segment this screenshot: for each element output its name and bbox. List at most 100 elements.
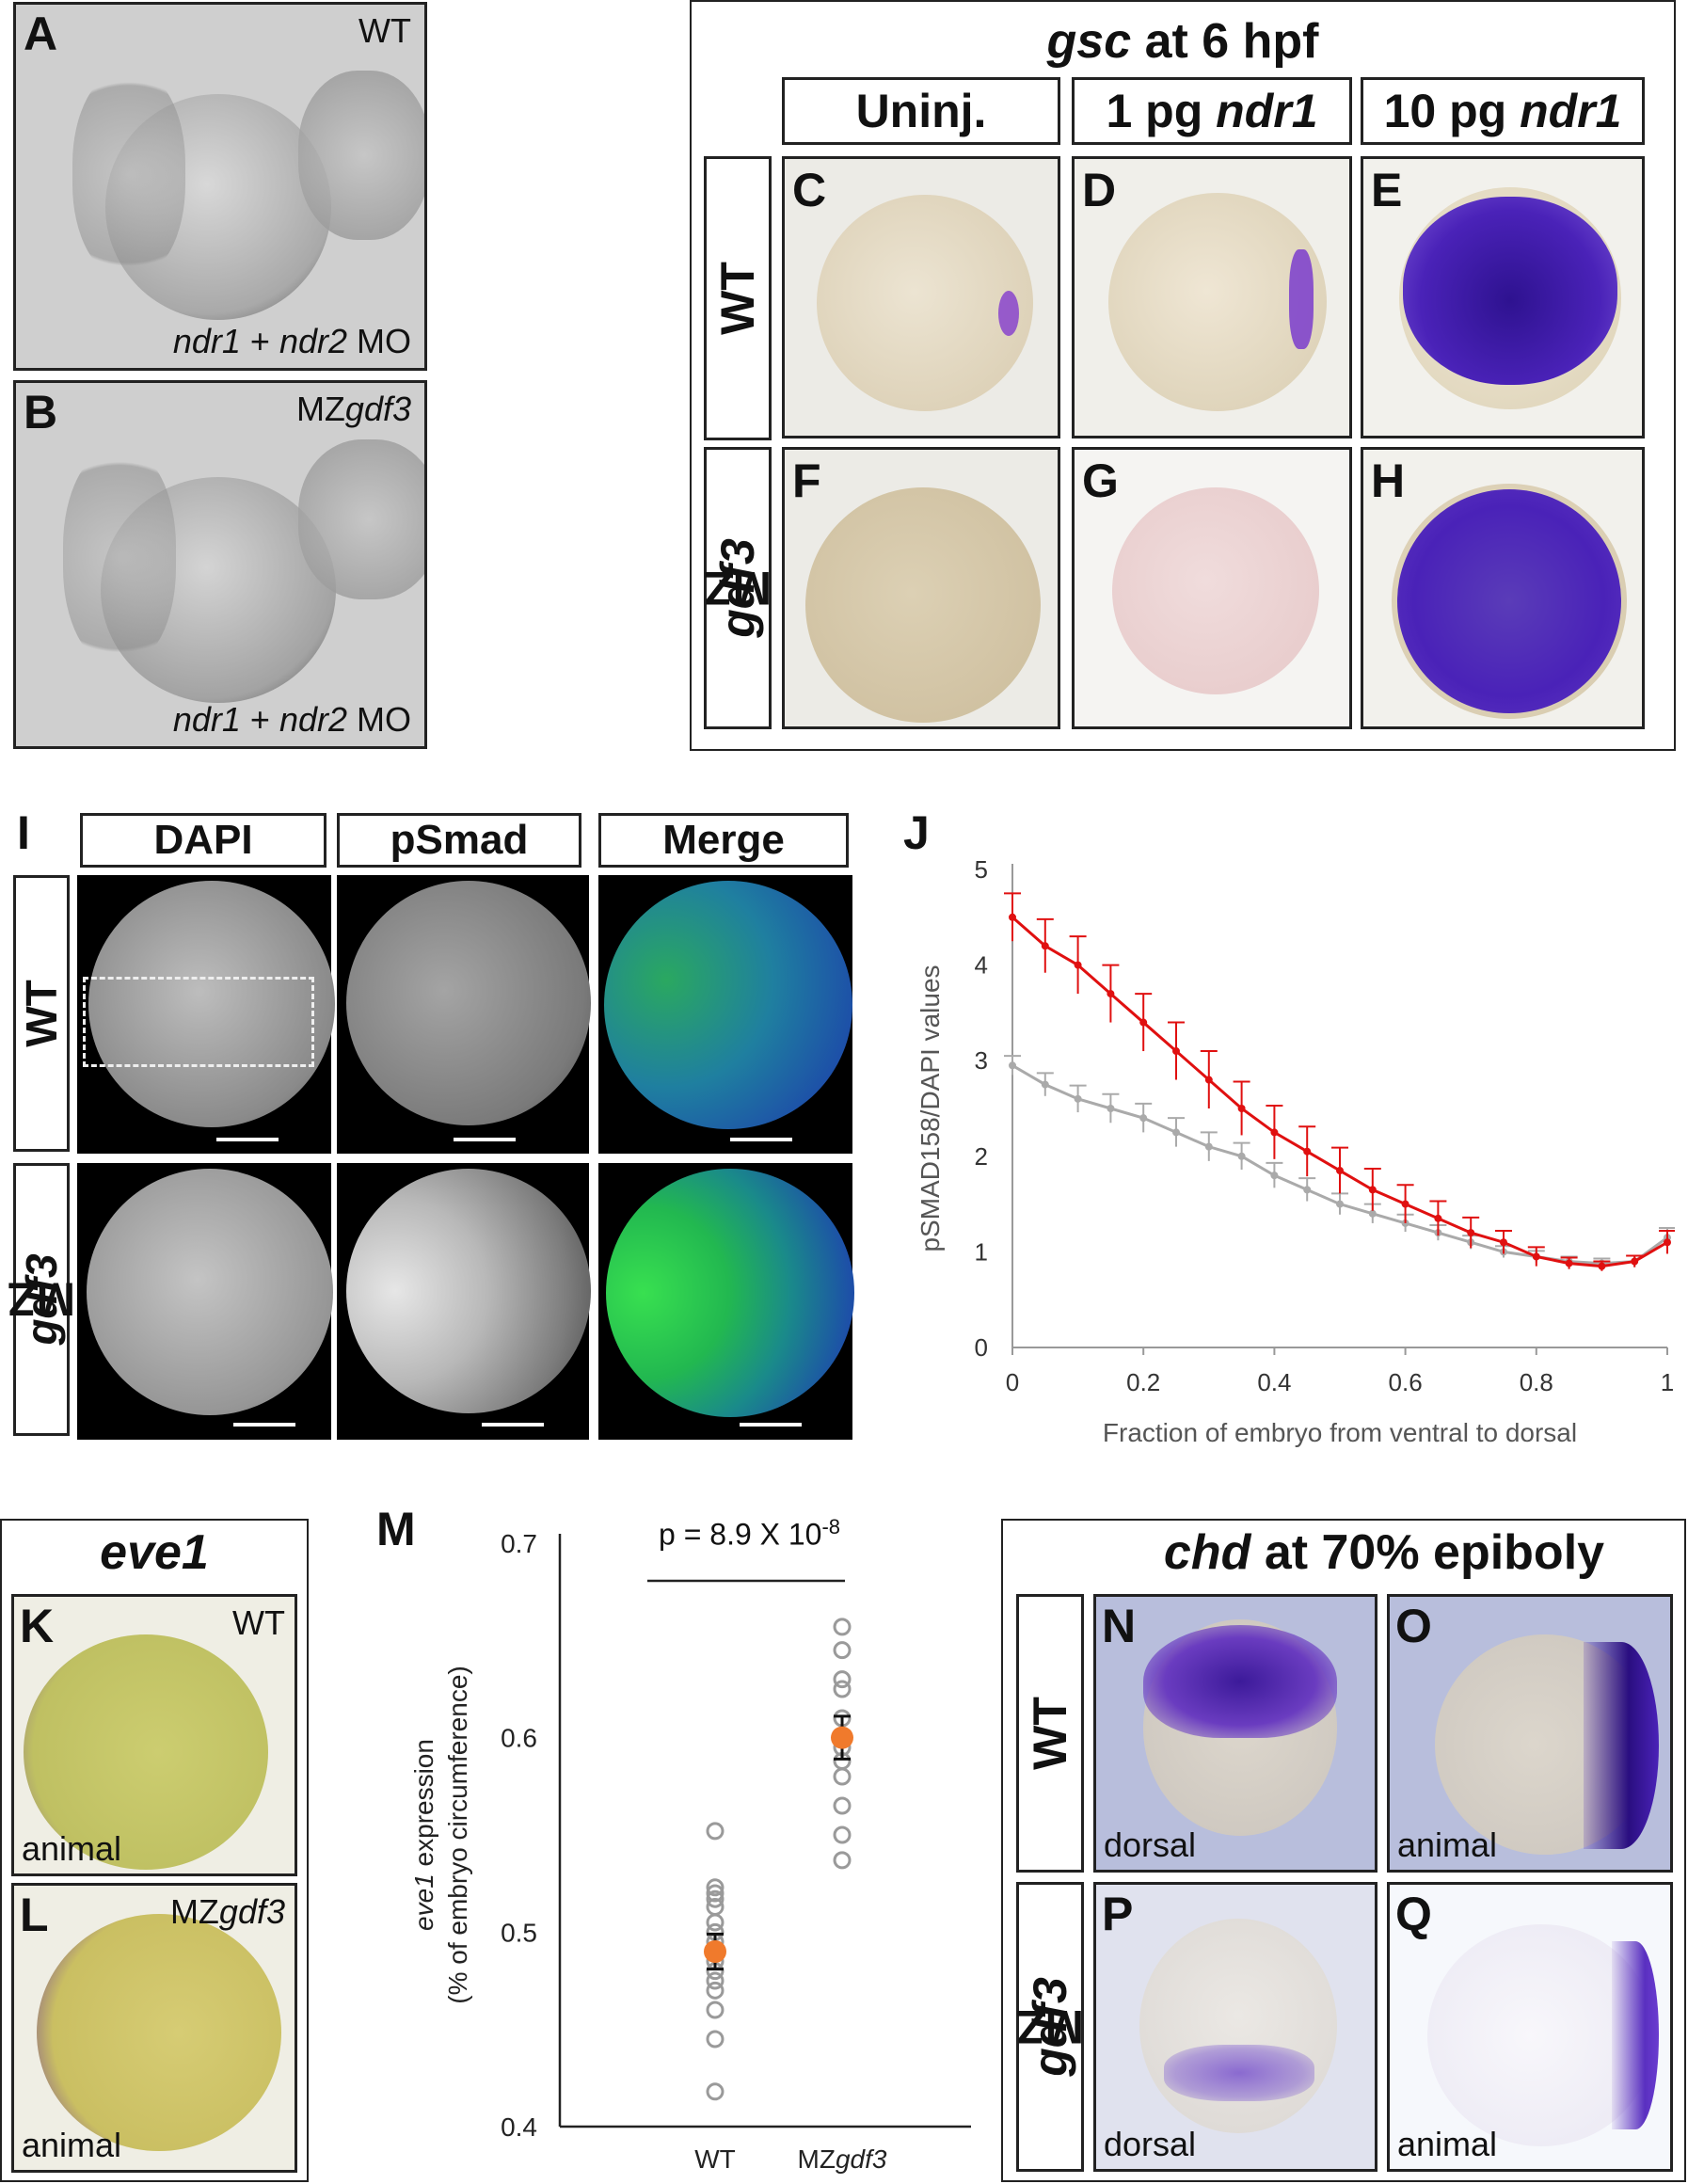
panel-letter-j: J [903,806,930,859]
data-point [706,1884,725,1903]
data-point [1237,1152,1246,1160]
data-point [1139,1018,1148,1027]
scale-bar [730,1138,792,1141]
scale-bar [482,1423,544,1427]
column-header-text: 10 pg [1383,85,1521,137]
chd-gene: chd [1163,1525,1251,1580]
quantification-region [83,977,314,1067]
embryo [37,1914,281,2151]
row-header-wt: WT [13,875,70,1152]
merge-mzgdf3-image [598,1163,854,1440]
data-point [1598,1262,1606,1270]
data-point [706,1981,725,2000]
data-point [1401,1219,1409,1227]
gsc-expression [1403,197,1617,385]
panel-d-image: D [1072,156,1352,438]
panel-letter: F [792,454,821,507]
data-point [1368,1209,1377,1218]
y-tick-label: 2 [975,1142,988,1171]
data-point [706,1822,725,1841]
mean-point [831,1726,853,1749]
treatment-gene-2: ndr2 [279,700,347,739]
data-point [706,2030,725,2048]
embryo [24,1634,268,1870]
data-point [1172,1047,1180,1056]
column-header-uninjected: Uninj. [782,77,1060,145]
panel-letter: C [792,164,827,216]
column-header-text: 1 pg [1106,85,1217,137]
panel-letter: Q [1395,1888,1432,1940]
chd-title: chd at 70% epiboly [1082,1524,1686,1581]
dapi-wt-image [77,875,335,1154]
column-header-text: pSmad [390,817,529,863]
data-point [833,1680,852,1698]
data-point [1270,1128,1279,1137]
merge-wt-image [598,875,852,1154]
embryo-psmad [346,1169,591,1413]
chd-stage: at 70% epiboly [1250,1525,1605,1580]
genotype-prefix: MZ [169,1892,219,1931]
panel-h-image: H [1361,447,1645,729]
psmad-wt-image [337,875,591,1154]
x-tick-label: 0 [1006,1368,1019,1396]
embryo-merge [604,881,852,1129]
y-axis-label-gene: eve1 [409,1873,438,1931]
data-point [1074,961,1082,969]
column-header-psmad: pSmad [337,813,581,868]
panel-letter: G [1082,454,1119,507]
y-tick-label: 0.5 [501,1918,537,1947]
embryo-psmad [346,881,591,1125]
row-header-text: WT [1024,1697,1076,1770]
panel-letter-i: I [17,806,30,859]
view-label: dorsal [1104,2125,1197,2163]
chd-expression [1612,1941,1659,2129]
genotype-label: MZgdf3 [170,1895,285,1929]
data-point [1139,1114,1148,1123]
panel-letter: L [20,1889,49,1941]
panel-letter: B [24,386,58,438]
mean-point [704,1940,726,1963]
x-tick-label: 0.6 [1389,1368,1423,1396]
panel-o-image: O animal [1387,1594,1673,1873]
panel-letter: A [24,8,58,60]
eve1-title: eve1 [100,1525,209,1580]
data-point [1532,1252,1540,1261]
treatment-suffix: MO [347,700,411,739]
view-label: animal [1397,2125,1498,2163]
data-point [1303,1147,1312,1156]
panel-e-image: E [1361,156,1645,438]
row-header-prefix: MZ [1015,2001,1085,2054]
data-point [706,1971,725,1990]
row-header-text: MZ gdf3 [704,538,772,638]
data-point [1204,1076,1213,1084]
data-point [1009,1061,1016,1070]
row-header-mzgdf3: MZ gdf3 [704,447,772,729]
data-point [1434,1214,1442,1222]
p-value: p = 8.9 X 10-8 [659,1515,840,1553]
row-header-text: WT [711,262,764,335]
data-point [1303,1186,1312,1194]
column-header-text: DAPI [153,817,253,863]
data-point [833,1767,852,1786]
view-label: animal [22,1829,122,1868]
y-axis-sublabel: (% of embryo circumference) [443,1666,472,2003]
data-point [1336,1200,1344,1208]
row-header-text: MZ gdf3 [1016,1977,1084,2077]
data-point [706,1878,725,1897]
scale-bar [740,1423,802,1427]
column-header-gene: ndr1 [1520,85,1622,137]
data-point [833,1618,852,1636]
treatment-label: ndr1 + ndr2 MO [173,325,411,359]
panel-q-image: Q animal [1387,1882,1673,2172]
column-header-merge: Merge [598,813,849,868]
chd-expression [1584,1642,1659,1849]
x-tick-label: 0.4 [1257,1368,1291,1396]
data-point [1467,1229,1475,1237]
data-point [833,1796,852,1815]
data-point [1664,1238,1671,1247]
data-point [1336,1167,1344,1175]
data-point [706,1889,725,1908]
gsc-title: gsc at 6 hpf [690,13,1676,70]
y-tick-label: 0 [975,1333,988,1362]
column-header-gene: ndr1 [1216,85,1318,137]
